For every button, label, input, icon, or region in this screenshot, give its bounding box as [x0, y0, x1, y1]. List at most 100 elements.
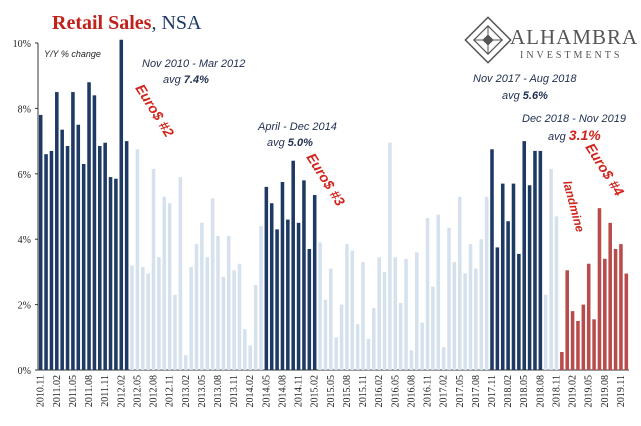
- bar: [286, 219, 290, 370]
- bar: [307, 249, 312, 370]
- x-tick-labels: 2010.11 2011.02 2011.05 2011.08 2011.11 2012.…: [36, 375, 627, 408]
- bar: [87, 82, 91, 371]
- y-tick-label: 4%: [18, 235, 31, 246]
- x-tick-label: 2016.08: [406, 375, 417, 408]
- bar: [114, 178, 118, 370]
- bar: [237, 263, 242, 370]
- bar: [221, 276, 226, 370]
- y-axis-label: Y/Y % change: [44, 49, 101, 59]
- x-tick-label: 2018.08: [535, 375, 546, 408]
- bar: [103, 142, 107, 370]
- annotation-period2-range: April - Dec 2014: [257, 121, 337, 133]
- bar: [92, 95, 97, 370]
- bar: [108, 177, 113, 370]
- bar: [146, 273, 150, 370]
- bar: [447, 227, 451, 370]
- bar: [361, 262, 365, 370]
- bar: [71, 92, 75, 371]
- x-tick-label: 2019.08: [600, 375, 611, 408]
- bar: [527, 185, 532, 370]
- bar: [253, 284, 258, 370]
- annotation-period1-avg-value: 7.4%: [184, 74, 209, 86]
- logo-subtitle: INVESTMENTS: [520, 50, 622, 61]
- bar: [452, 262, 457, 370]
- annotation-euro2: Euro$ #2: [132, 81, 177, 140]
- x-tick-label: 2011.05: [68, 375, 79, 407]
- x-tick-label: 2013.02: [181, 375, 192, 408]
- bar: [586, 263, 591, 370]
- y-tick-label: 6%: [18, 170, 31, 181]
- annotation-period2-avg-value: 5.0%: [288, 137, 313, 149]
- x-tick-label: 2010.11: [36, 375, 47, 407]
- bar: [275, 229, 279, 370]
- logo-diamond-icon: [464, 16, 512, 64]
- annotation-period2-avg-label: avg: [267, 137, 288, 149]
- bar: [280, 181, 285, 370]
- bar: [506, 221, 510, 370]
- annotation-period1-avg: avg 7.4%: [163, 74, 209, 86]
- bar: [167, 203, 172, 370]
- x-tick-label: 2015.11: [358, 375, 369, 407]
- bar: [398, 302, 403, 370]
- bar: [248, 345, 252, 370]
- bar: [178, 177, 183, 370]
- annotation-period4-avg-label: avg: [548, 131, 569, 143]
- bar: [377, 257, 381, 370]
- bar: [189, 267, 193, 370]
- bar: [388, 142, 392, 370]
- bar: [141, 267, 145, 370]
- bar: [581, 304, 586, 370]
- bar: [355, 324, 360, 370]
- bar: [60, 129, 64, 370]
- bar: [44, 154, 48, 370]
- bar: [560, 352, 564, 370]
- annotation-euro4: Euro$ #4: [582, 140, 627, 199]
- x-tick-label: 2012.05: [132, 375, 143, 408]
- bar: [323, 299, 328, 370]
- bar: [124, 141, 129, 370]
- bar: [135, 149, 140, 370]
- bar: [318, 242, 322, 370]
- bar: [334, 337, 338, 370]
- bar: [205, 257, 210, 370]
- bar: [409, 350, 414, 370]
- x-tick-label: 2016.11: [423, 375, 434, 407]
- annotation-period3-range: Nov 2017 - Aug 2018: [473, 73, 577, 85]
- x-tick-label: 2012.02: [116, 375, 127, 408]
- annotation-period3-avg-value: 5.6%: [523, 90, 548, 102]
- x-tick-label: 2019.11: [616, 375, 627, 407]
- bar: [162, 196, 167, 370]
- bar: [592, 319, 596, 370]
- y-tick-label: 8%: [18, 104, 31, 115]
- bar: [183, 355, 188, 370]
- bar: [511, 183, 516, 370]
- bar: [576, 320, 580, 370]
- bar: [554, 216, 559, 370]
- bar: [55, 92, 59, 371]
- bar: [291, 160, 295, 370]
- bar: [329, 268, 333, 370]
- annotation-period3-avg: avg 5.6%: [502, 90, 548, 102]
- x-tick-label: 2019.05: [584, 375, 595, 408]
- bar: [436, 214, 441, 370]
- bar: [269, 203, 274, 370]
- bar: [312, 195, 317, 370]
- x-tick-label: 2018.11: [552, 375, 563, 407]
- x-tick-label: 2014.11: [294, 375, 305, 407]
- x-tick-label: 2011.11: [100, 375, 111, 407]
- bar: [457, 196, 462, 370]
- x-tick-label: 2013.11: [229, 375, 240, 407]
- x-tick-label: 2011.02: [52, 375, 63, 407]
- chart-title: Retail Sales, NSA: [52, 12, 202, 34]
- x-tick-label: 2014.02: [245, 375, 256, 408]
- bar: [130, 265, 134, 370]
- y-tick-label: 2%: [18, 301, 31, 312]
- bar: [151, 168, 156, 370]
- chart-title-main: Retail Sales: [52, 12, 152, 34]
- bar: [226, 235, 231, 370]
- bar: [538, 150, 543, 370]
- bar: [173, 294, 177, 370]
- bar: [339, 304, 344, 370]
- annotation-period1-avg-label: avg: [163, 74, 184, 86]
- annotation-period4-avg: avg 3.1%: [548, 127, 601, 143]
